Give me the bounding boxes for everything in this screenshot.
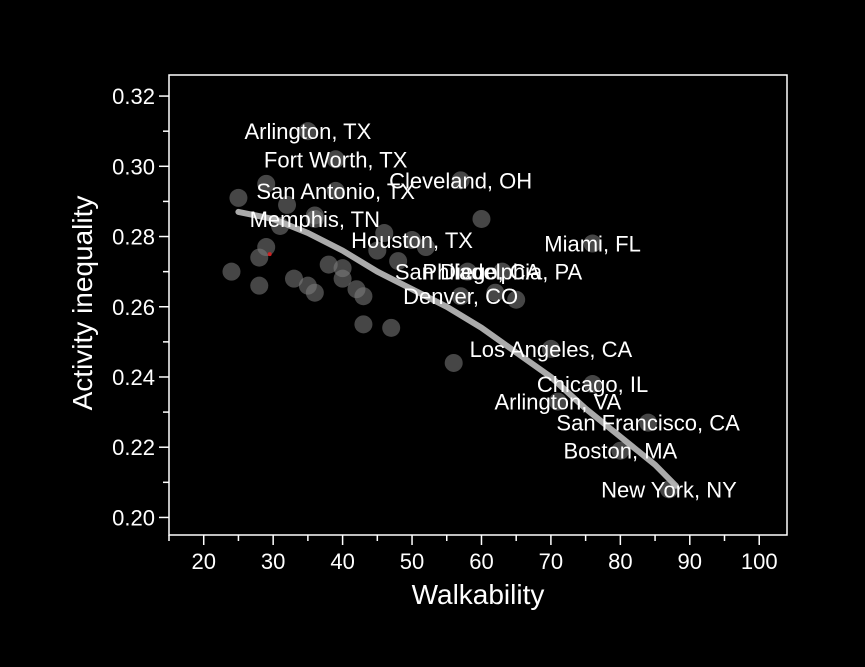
point-label: Denver, CO xyxy=(403,284,518,309)
data-point xyxy=(284,269,303,288)
y-tick-label: 0.24 xyxy=(112,365,155,390)
points-layer xyxy=(222,122,678,499)
data-point xyxy=(403,231,422,250)
highlight-point xyxy=(267,252,272,257)
data-point xyxy=(305,283,324,302)
data-point xyxy=(319,255,338,274)
data-point xyxy=(458,262,477,281)
data-point xyxy=(354,315,373,334)
data-point xyxy=(541,339,560,358)
x-tick-label: 40 xyxy=(330,549,354,574)
data-point xyxy=(583,234,602,253)
data-point xyxy=(326,181,345,200)
point-label: San Francisco, CA xyxy=(556,411,740,436)
data-point xyxy=(250,276,269,295)
y-tick-label: 0.20 xyxy=(112,505,155,530)
data-point xyxy=(583,375,602,394)
x-axis-title: Walkability xyxy=(412,579,545,610)
data-point xyxy=(486,283,505,302)
x-tick-label: 70 xyxy=(539,549,563,574)
point-label: San Antonio, TX xyxy=(256,179,415,204)
data-point xyxy=(451,171,470,190)
data-point xyxy=(368,241,387,260)
data-point xyxy=(389,252,408,271)
x-tick-label: 20 xyxy=(191,549,215,574)
x-tick-label: 60 xyxy=(469,549,493,574)
point-label: Miami, FL xyxy=(544,232,641,257)
point-label: Memphis, TN xyxy=(250,207,380,232)
x-tick-label: 80 xyxy=(608,549,632,574)
y-tick-label: 0.26 xyxy=(112,295,155,320)
y-tick-label: 0.30 xyxy=(112,154,155,179)
data-point xyxy=(222,262,241,281)
y-axis: 0.20 0.22 0.24 0.26 0.28 0.30 0.32 xyxy=(112,84,169,530)
data-point xyxy=(298,122,317,141)
point-label: Houston, TX xyxy=(351,228,473,253)
point-label: Boston, MA xyxy=(563,439,677,464)
data-point xyxy=(229,188,248,207)
point-label: Fort Worth, TX xyxy=(264,147,408,172)
data-point xyxy=(257,238,276,257)
x-tick-label: 90 xyxy=(678,549,702,574)
data-point xyxy=(416,238,435,257)
point-label: Chicago, IL xyxy=(537,372,648,397)
y-axis-title: Activity inequality xyxy=(67,196,98,411)
data-point xyxy=(493,262,512,281)
x-tick-label: 30 xyxy=(261,549,285,574)
point-label: Arlington, TX xyxy=(244,119,371,144)
plot-frame xyxy=(168,74,788,536)
y-tick-label: 0.22 xyxy=(112,435,155,460)
point-label: Arlington, VA xyxy=(494,390,621,415)
data-point xyxy=(611,441,630,460)
y-tick-label: 0.28 xyxy=(112,225,155,250)
data-point xyxy=(354,287,373,306)
data-point xyxy=(305,209,324,228)
data-point xyxy=(326,150,345,169)
data-point xyxy=(333,269,352,288)
data-point xyxy=(507,290,526,309)
point-label: Los Angeles, CA xyxy=(470,337,633,362)
data-point xyxy=(639,413,658,432)
x-tick-label: 100 xyxy=(741,549,778,574)
data-point xyxy=(257,174,276,193)
y-tick-label: 0.32 xyxy=(112,84,155,109)
x-axis: 20 30 40 50 60 70 80 90 100 xyxy=(168,535,778,574)
point-label: San Diego, CA xyxy=(395,260,541,285)
data-point xyxy=(444,353,463,372)
data-point xyxy=(451,287,470,306)
point-label: Cleveland, OH xyxy=(389,168,532,193)
x-tick-label: 50 xyxy=(400,549,424,574)
data-point xyxy=(472,209,491,228)
trend-layer xyxy=(235,208,679,489)
point-label: Philadelphia, PA xyxy=(422,260,582,285)
data-point xyxy=(382,318,401,337)
data-point xyxy=(375,224,394,243)
data-point xyxy=(548,392,567,411)
point-label: New York, NY xyxy=(601,477,737,502)
data-point xyxy=(278,195,297,214)
trend-line xyxy=(235,208,679,489)
